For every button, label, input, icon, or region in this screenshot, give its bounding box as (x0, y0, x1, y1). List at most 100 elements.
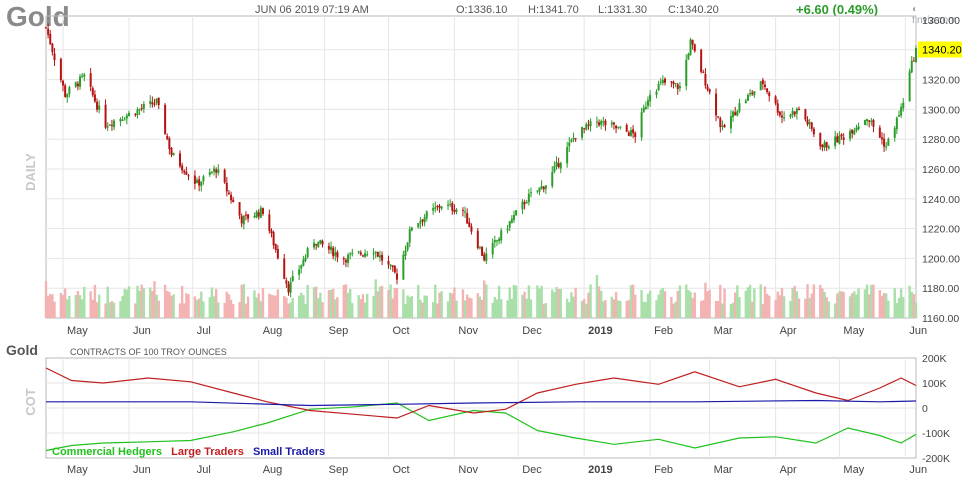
volume-bar (406, 295, 409, 318)
volume-bar (825, 297, 828, 318)
volume-bar (329, 289, 333, 318)
volume-bar (895, 303, 899, 318)
volume-bar (380, 285, 384, 318)
candle-body (568, 142, 571, 147)
candle-body (870, 120, 873, 123)
candle-body (506, 228, 509, 231)
candle-body (247, 214, 250, 219)
volume-bar (868, 294, 871, 318)
candle-body (640, 112, 643, 138)
volume-bar (574, 287, 577, 318)
volume-bar (89, 291, 92, 318)
candle-body (151, 102, 154, 105)
volume-bar (480, 299, 484, 318)
candle-body (432, 208, 435, 211)
volume-bar (827, 301, 830, 318)
volume-bar (425, 295, 428, 318)
volume-bar (202, 301, 205, 318)
volume-bar (149, 287, 152, 318)
candle-body (125, 115, 128, 119)
candle-body (749, 93, 752, 95)
candle-body (842, 137, 845, 140)
candle-body (170, 148, 173, 156)
candle-body (66, 93, 69, 98)
candle-body (706, 86, 709, 90)
candle-body (451, 202, 454, 211)
cot-x-tick: May (67, 464, 88, 476)
candle-body (649, 94, 652, 102)
candle-body (64, 85, 67, 97)
candle-body (491, 242, 494, 255)
price-x-tick: Apr (780, 325, 797, 337)
price-x-tick: Dec (522, 325, 542, 337)
candle-body (670, 81, 673, 83)
candle-body (676, 84, 679, 89)
candle-body (106, 126, 109, 128)
candle-body (259, 207, 262, 218)
candle-body (62, 80, 65, 86)
candle-body (374, 251, 377, 253)
volume-bar (544, 303, 548, 318)
last-price-label: 1340.20 (922, 45, 962, 57)
candle-body (447, 204, 450, 206)
volume-bar (289, 302, 292, 318)
volume-bar (49, 294, 52, 318)
candle-body (655, 91, 658, 95)
volume-bar (842, 292, 845, 318)
candle-body (702, 72, 705, 74)
volume-bar (66, 299, 69, 318)
volume-bar (912, 294, 916, 318)
volume-bar (510, 298, 514, 318)
volume-bar (312, 287, 316, 318)
candle-body (551, 171, 554, 187)
volume-bar (172, 294, 175, 318)
candle-body (557, 163, 560, 168)
volume-bar (438, 292, 441, 318)
volume-bar (536, 285, 539, 318)
cot-y-tick: 0 (922, 403, 928, 415)
volume-bar (821, 288, 824, 318)
brand-logo[interactable]: ◐ finviz.com (912, 4, 957, 26)
candle-body (223, 169, 226, 183)
price-x-tick: Nov (458, 325, 478, 337)
volume-bar (80, 299, 84, 318)
volume-bar (304, 303, 307, 318)
volume-bar (470, 298, 473, 318)
volume-bar (317, 298, 320, 318)
cot-y-tick: 200K (922, 353, 947, 365)
volume-bar (704, 282, 707, 318)
candle-body (202, 176, 205, 182)
cot-x-tick: Jun (909, 464, 927, 476)
volume-bar (555, 287, 558, 318)
candle-body (395, 273, 398, 280)
volume-bar (180, 285, 184, 318)
candle-body (193, 175, 196, 184)
low-value: L:1331.30 (598, 4, 647, 16)
volume-bar (644, 301, 648, 318)
volume-bar (580, 300, 584, 318)
volume-bar (797, 298, 801, 318)
volume-bar (506, 300, 509, 318)
volume-bar (440, 291, 443, 318)
volume-bar (914, 302, 918, 318)
volume-bar (93, 284, 97, 318)
candle-body (866, 119, 869, 122)
volume-bar (214, 288, 218, 318)
candle-body (570, 139, 573, 142)
candle-body (746, 94, 749, 101)
volume-bar (599, 290, 603, 318)
volume-bar (168, 292, 171, 318)
volume-bar (238, 302, 241, 318)
candle-body (79, 76, 82, 87)
candle-body (74, 82, 77, 87)
volume-bar (408, 296, 411, 318)
cot-y-tick: 100K (922, 378, 947, 390)
candle-body (508, 221, 511, 228)
candle-body (836, 136, 839, 143)
volume-bar (746, 287, 750, 318)
volume-bar (451, 293, 454, 318)
volume-bar (291, 297, 294, 318)
candle-body (334, 252, 337, 256)
candle-body (544, 185, 547, 189)
candle-body (840, 134, 843, 137)
